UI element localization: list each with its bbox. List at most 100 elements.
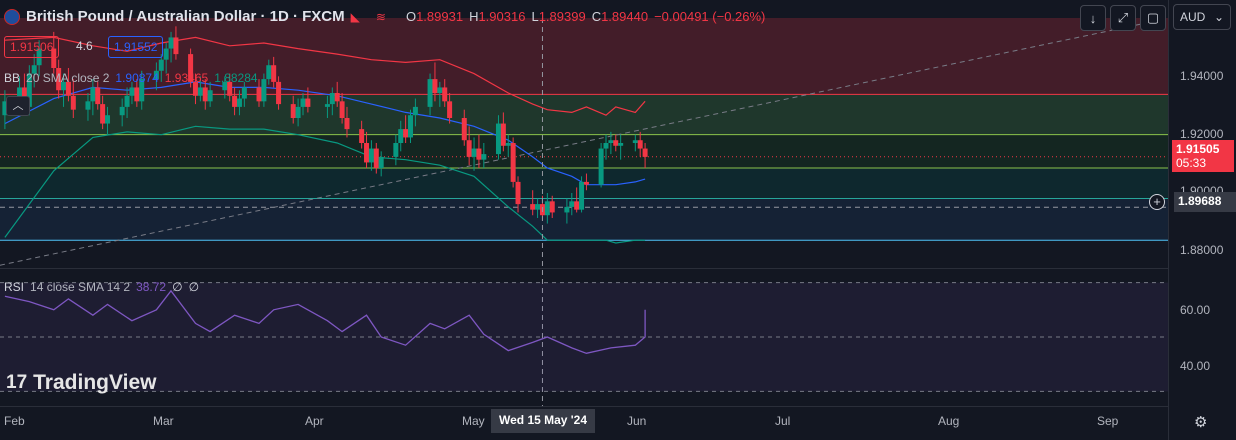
candle-body (412, 106, 418, 116)
price-zone (0, 94, 1168, 135)
candle-body (637, 140, 643, 149)
candle-body (500, 123, 506, 146)
tradingview-logo-icon: 17 (6, 372, 28, 393)
candle-body (256, 87, 262, 102)
rsi-legend[interactable]: RSI 14 close SMA 14 2 38.72 ∅ ∅ (4, 280, 199, 294)
bb-basis-value: 1.90874 (115, 71, 159, 85)
tradingview-watermark: 17 TradingView (6, 371, 156, 395)
candle-body (129, 87, 135, 96)
low-label: L (531, 9, 539, 24)
trend-line (0, 23, 1144, 266)
fullscreen-button[interactable]: ⤢ (1110, 5, 1136, 31)
high-value: 1.90316 (478, 9, 526, 24)
candle-body (579, 181, 585, 210)
candle-body (613, 140, 619, 146)
market-status-icon[interactable]: ◣ (350, 9, 360, 24)
price-tick: 1.88000 (1180, 243, 1224, 257)
candle-body (119, 106, 125, 116)
symbol-legend: British Pound / Australian Dollar · 1D ·… (4, 8, 765, 25)
candle-body (544, 201, 550, 216)
candle-body (368, 148, 374, 163)
candle-body (549, 201, 555, 213)
candle-body (305, 98, 311, 107)
last-price-label: 1.91505 05:33 (1172, 140, 1234, 172)
candle-body (515, 181, 521, 205)
candle-body (535, 204, 541, 210)
bb-lower-value: 1.88284 (214, 71, 258, 85)
candle-body (437, 87, 443, 93)
settings-gear-icon[interactable]: ⚙ (1194, 414, 1208, 431)
candle-body (300, 98, 306, 107)
candle-body (85, 101, 91, 110)
tradingview-logo-text: TradingView (33, 371, 157, 394)
candle-body (461, 118, 467, 141)
time-tick: Sep (1097, 414, 1119, 428)
ohlc-low: L1.89399 (531, 9, 585, 24)
price-scale[interactable]: AUD ⌄ (1168, 0, 1236, 440)
candle-body (334, 93, 340, 102)
time-tick: May (462, 414, 485, 428)
candle-body (608, 140, 614, 143)
rsi-params: 14 close SMA 14 2 (30, 280, 131, 294)
rsi-na-2: ∅ (188, 280, 200, 294)
candle-body (569, 201, 575, 207)
candle-body (124, 95, 130, 107)
candle-body (168, 37, 174, 49)
bb-legend[interactable]: BB 20 SMA close 2 1.90874 1.93465 1.8828… (4, 71, 258, 85)
arrow-down-icon: ↓ (1089, 10, 1097, 26)
candle-body (393, 143, 399, 157)
rsi-value: 38.72 (136, 280, 167, 294)
currency-selector[interactable]: AUD ⌄ (1173, 4, 1231, 30)
price-tick: 1.92000 (1180, 127, 1224, 141)
candle-body (432, 79, 438, 93)
crosshair-date-label: Wed 15 May '24 (491, 409, 596, 433)
ohlc-change: −0.00491 (−0.26%) (654, 9, 766, 24)
candle-body (100, 104, 106, 124)
candle-body (290, 104, 296, 118)
rsi-tick: 60.00 (1180, 303, 1211, 317)
candle-body (105, 115, 111, 124)
candle-body (173, 37, 179, 55)
price-zone (0, 134, 1168, 168)
candle-body (222, 81, 228, 91)
candle-body (192, 81, 198, 96)
candle-body (36, 48, 42, 66)
candle-body (510, 143, 516, 182)
open-label: O (405, 9, 417, 24)
pane-divider[interactable] (0, 268, 1168, 269)
time-tick: Apr (305, 414, 324, 428)
candle-body (51, 48, 57, 68)
time-tick: Mar (153, 414, 174, 428)
candle-body (324, 104, 330, 107)
candle-body (632, 140, 638, 143)
candle-body (344, 118, 350, 130)
frame-icon: ▢ (1146, 10, 1160, 25)
candle-body (583, 181, 589, 185)
candle-body (139, 79, 145, 102)
candle-body (574, 201, 580, 210)
candle-body (197, 87, 203, 96)
bb-upper-value: 1.93465 (164, 71, 209, 85)
scroll-down-button[interactable]: ↓ (1080, 5, 1106, 31)
alert-indicator-icon[interactable]: ≋ (375, 9, 386, 24)
collapse-legend-icon[interactable]: ︿ (6, 96, 30, 116)
candle-body (2, 101, 8, 116)
candle-body (17, 87, 23, 102)
open-value: 1.89931 (416, 9, 464, 24)
candle-body (271, 65, 277, 82)
candle-body (26, 73, 32, 107)
main-chart-canvas[interactable] (0, 0, 1168, 440)
candle-body (427, 79, 433, 107)
candle-body (442, 87, 448, 102)
buy-price-button[interactable]: 1.91552 (108, 36, 164, 58)
sell-price-button[interactable]: 1.91506 (4, 36, 60, 58)
candle-body (158, 59, 164, 71)
add-level-plus-icon[interactable]: + (1149, 194, 1165, 210)
candle-body (495, 123, 501, 155)
candle-body (359, 129, 365, 143)
candle-body (598, 148, 604, 185)
candle-body (408, 115, 414, 138)
symbol-title[interactable]: British Pound / Australian Dollar · 1D ·… (26, 8, 345, 25)
screenshot-button[interactable]: ▢ (1140, 5, 1166, 31)
candle-body (261, 79, 267, 102)
